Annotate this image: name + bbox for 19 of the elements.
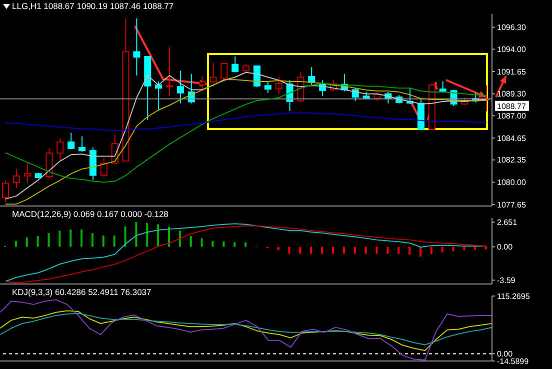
y-tick-label: 1084.65 <box>497 134 526 143</box>
y-tick-label: 1096.30 <box>497 23 526 32</box>
y-tick-label: -14.5899 <box>497 356 530 366</box>
y-tick-label: 115.2695 <box>497 292 530 301</box>
chart-title: LLG,H1 1088.67 1090.19 1087.46 1088.77 <box>12 1 174 11</box>
y-tick-label: 1087.00 <box>497 112 526 121</box>
y-tick-label: 1091.65 <box>497 67 526 76</box>
ref-line-label: 1088.77 <box>497 102 526 111</box>
chart-title: MACD(12,26,9) 0.069 0.167 0.000 -0.128 <box>12 209 168 219</box>
chart-title: KDJ(9,3,3) 60.4286 52.4911 76.3037 <box>12 287 152 297</box>
y-tick-label: 0.00 <box>497 242 514 252</box>
y-tick-label: 1089.30 <box>497 90 526 99</box>
y-tick-label: 1082.35 <box>497 156 526 165</box>
y-tick-label: 1080.00 <box>497 178 526 188</box>
y-tick-label: 1094.00 <box>497 45 526 54</box>
y-tick-label: 1077.65 <box>497 200 526 210</box>
y-tick-label: 0.00 <box>497 350 514 359</box>
y-tick-label: -3.59 <box>497 276 516 286</box>
y-tick-label: 2.651 <box>497 218 518 228</box>
